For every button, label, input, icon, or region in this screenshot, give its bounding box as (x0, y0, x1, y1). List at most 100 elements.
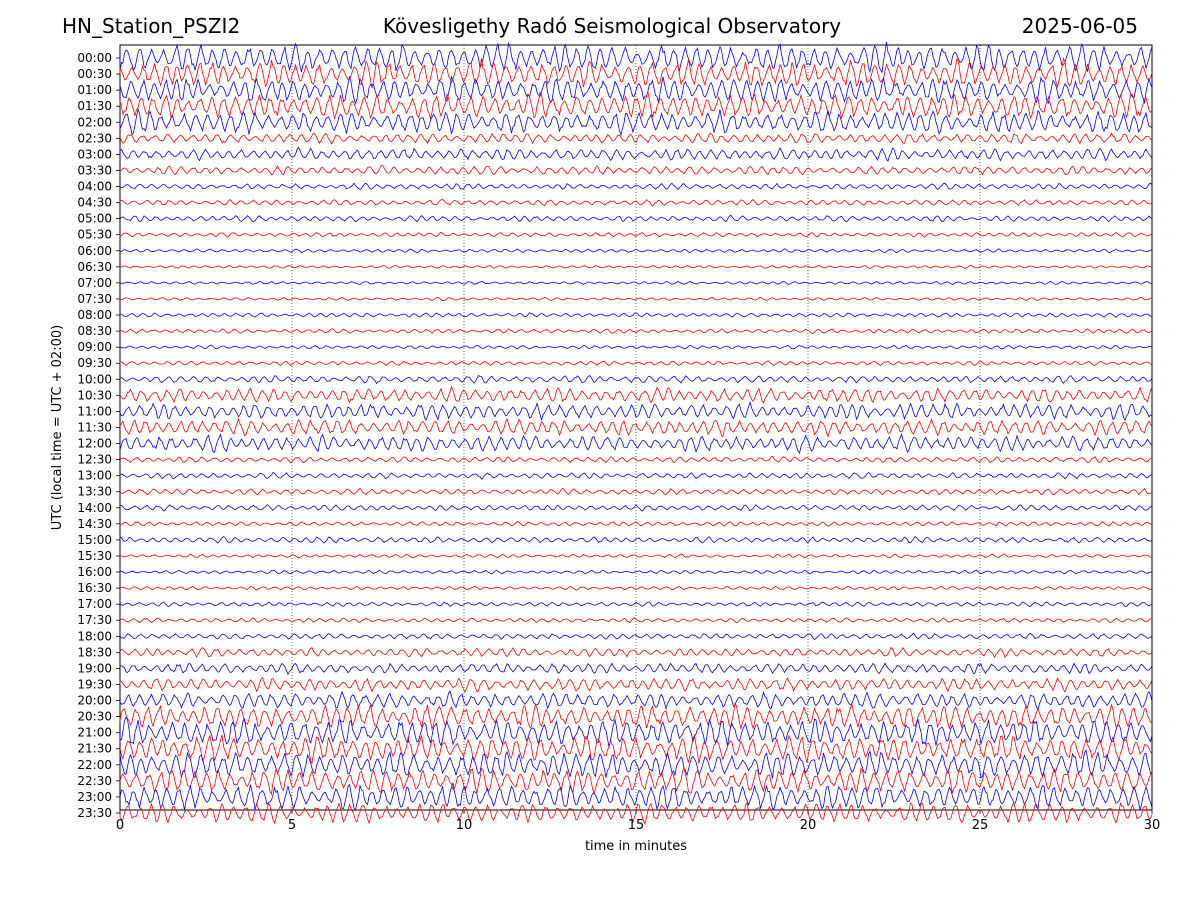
row-label: 17:30 (77, 613, 112, 627)
row-label: 00:30 (77, 67, 112, 81)
trace-0400 (119, 182, 1153, 190)
row-label: 20:00 (77, 694, 112, 708)
x-tick-label: 25 (972, 818, 989, 833)
chart-title: Kövesligethy Radó Seismological Observat… (382, 14, 842, 38)
trace-0230 (119, 132, 1153, 145)
trace-1400 (119, 504, 1153, 512)
trace-0600 (119, 248, 1153, 254)
row-label: 18:30 (77, 645, 112, 659)
row-label: 08:00 (77, 308, 112, 322)
row-label: 15:00 (77, 533, 112, 547)
row-label: 13:00 (77, 469, 112, 483)
row-label: 20:30 (77, 710, 112, 724)
trace-0700 (119, 280, 1153, 285)
row-label: 07:00 (77, 276, 112, 290)
row-label: 03:30 (77, 163, 112, 177)
trace-0330 (119, 164, 1153, 176)
trace-0300 (119, 146, 1153, 162)
row-label: 19:00 (77, 661, 112, 675)
row-label: 08:30 (77, 324, 112, 338)
trace-0030 (119, 56, 1153, 89)
trace-0130 (119, 91, 1153, 121)
trace-1030 (119, 385, 1153, 404)
row-label: 04:30 (77, 196, 112, 210)
trace-2000 (119, 690, 1153, 712)
row-label: 06:30 (77, 260, 112, 274)
row-label: 03:00 (77, 147, 112, 161)
row-label: 22:30 (77, 774, 112, 788)
trace-1500 (119, 536, 1153, 544)
trace-2230 (119, 766, 1153, 796)
trace-0630 (119, 264, 1153, 269)
trace-2130 (119, 733, 1153, 765)
row-label: 10:30 (77, 388, 112, 402)
trace-2200 (119, 748, 1153, 779)
x-tick-label: 20 (800, 818, 817, 833)
x-tick-label: 0 (116, 818, 124, 833)
trace-0930 (119, 360, 1153, 367)
row-label: 04:00 (77, 180, 112, 194)
x-tick-label: 30 (1144, 818, 1161, 833)
row-label: 11:00 (77, 404, 112, 418)
trace-1200 (119, 432, 1153, 455)
trace-1830 (119, 646, 1153, 658)
row-label: 02:00 (77, 115, 112, 129)
trace-2030 (119, 702, 1153, 731)
row-label: 15:30 (77, 549, 112, 563)
trace-1800 (119, 632, 1153, 641)
row-label: 01:00 (77, 83, 112, 97)
trace-1630 (119, 585, 1153, 591)
x-tick-label: 15 (628, 818, 645, 833)
row-label: 22:00 (77, 758, 112, 772)
trace-1100 (119, 401, 1153, 422)
row-label: 17:00 (77, 597, 112, 611)
row-label: 07:30 (77, 292, 112, 306)
row-label: 11:30 (77, 420, 112, 434)
trace-1130 (119, 417, 1153, 438)
trace-1430 (119, 521, 1153, 527)
trace-0200 (119, 107, 1153, 137)
row-label: 06:00 (77, 244, 112, 258)
trace-1330 (119, 487, 1153, 496)
row-label: 09:00 (77, 340, 112, 354)
station-name: HN_Station_PSZI2 (62, 14, 241, 38)
row-label: 21:30 (77, 742, 112, 756)
trace-1000 (119, 374, 1153, 385)
row-label: 09:30 (77, 356, 112, 370)
trace-0000 (119, 41, 1153, 74)
trace-0730 (119, 296, 1153, 302)
row-label: 23:00 (77, 790, 112, 804)
row-label: 02:30 (77, 131, 112, 145)
row-label: 12:30 (77, 453, 112, 467)
row-label: 12:00 (77, 437, 112, 451)
trace-1730 (119, 617, 1153, 624)
trace-1530 (119, 553, 1153, 559)
trace-1230 (119, 455, 1153, 464)
row-label: 05:00 (77, 212, 112, 226)
trace-1600 (119, 569, 1153, 575)
chart-date: 2025-06-05 (1021, 14, 1138, 38)
x-axis-label: time in minutes (585, 839, 687, 854)
trace-1930 (119, 676, 1153, 693)
y-axis-label: UTC (local time = UTC + 02:00) (50, 325, 65, 530)
x-tick-label: 5 (288, 818, 296, 833)
trace-1300 (119, 471, 1153, 480)
row-label: 01:30 (77, 99, 112, 113)
row-label: 10:00 (77, 372, 112, 386)
row-label: 23:30 (77, 806, 112, 820)
row-label: 19:30 (77, 677, 112, 691)
trace-2300 (119, 782, 1153, 811)
row-label: 14:30 (77, 517, 112, 531)
row-label: 05:30 (77, 228, 112, 242)
trace-1900 (119, 662, 1153, 676)
row-label: 14:00 (77, 501, 112, 515)
row-label: 00:00 (77, 51, 112, 65)
trace-0500 (119, 214, 1153, 223)
trace-0100 (119, 75, 1153, 105)
row-label: 18:00 (77, 629, 112, 643)
trace-0830 (119, 328, 1153, 335)
trace-0530 (119, 231, 1153, 238)
x-tick-label: 10 (456, 818, 473, 833)
trace-2100 (119, 716, 1153, 748)
